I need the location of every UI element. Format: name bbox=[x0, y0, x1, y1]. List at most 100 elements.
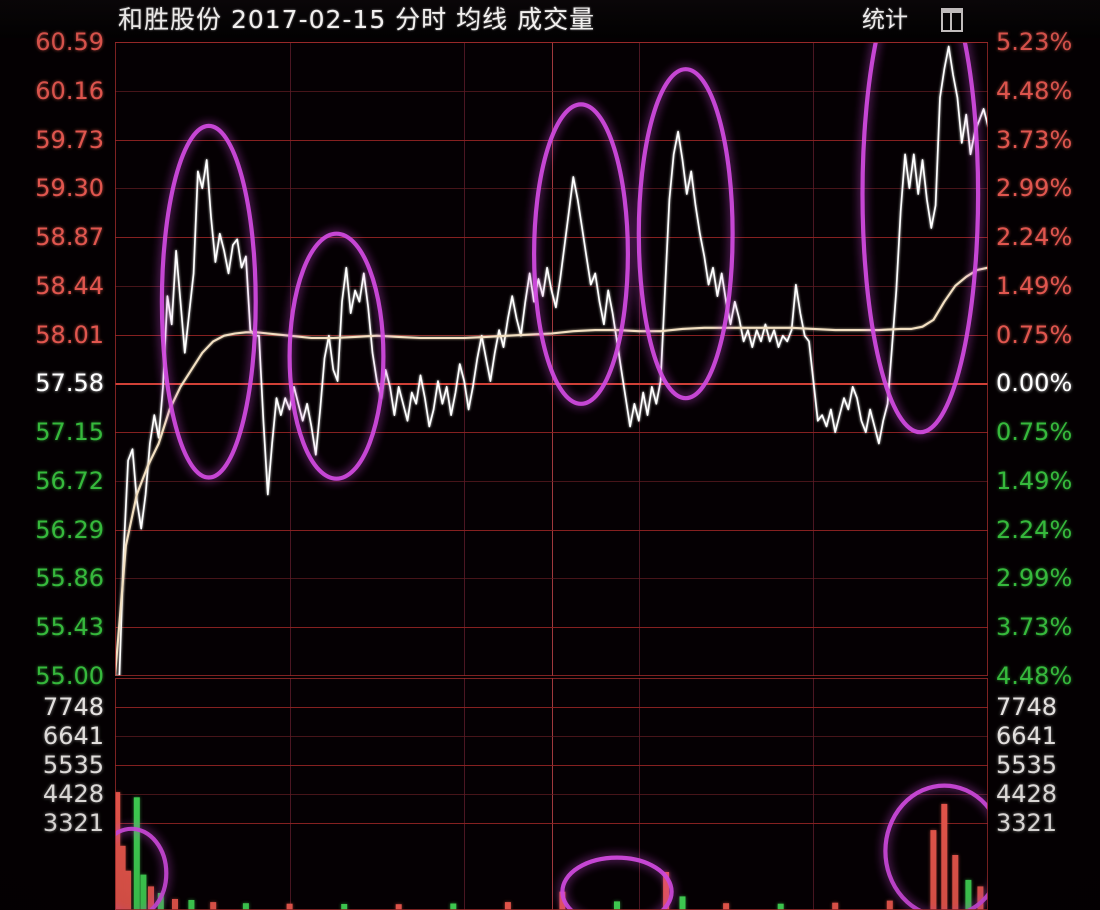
volume-bar-19 bbox=[679, 896, 686, 910]
percent-tick-4: 2.24% bbox=[996, 223, 1073, 252]
price-tick-1: 60.16 bbox=[35, 76, 104, 105]
price-gridline-9 bbox=[115, 481, 988, 482]
volume-bar-24 bbox=[930, 830, 937, 910]
volume-tick-right-0: 7748 bbox=[996, 693, 1058, 721]
volume-bar-0 bbox=[115, 792, 121, 910]
percent-tick-2: 3.73% bbox=[996, 125, 1073, 154]
price-tick-0: 60.59 bbox=[35, 28, 104, 56]
price-tick-2: 59.73 bbox=[35, 125, 104, 154]
price-gridline-3 bbox=[115, 188, 988, 189]
volume-bar-3 bbox=[133, 797, 140, 910]
price-tick-9: 56.72 bbox=[35, 466, 104, 495]
vol-highlight-3-ellipse bbox=[883, 783, 988, 910]
price-gridline-7 bbox=[115, 383, 988, 385]
volume-gridline-3 bbox=[115, 794, 988, 795]
title-bar: 和胜股份 2017-02-15 分时 均线 成交量 统计 bbox=[0, 0, 1100, 38]
volume-bar-8 bbox=[188, 900, 195, 910]
percent-tick-7: 0.00% bbox=[996, 369, 1073, 398]
highlight-5-ellipse bbox=[860, 42, 981, 435]
volume-plot bbox=[115, 783, 988, 910]
volume-bar-22 bbox=[832, 902, 839, 910]
price-vgridline-2 bbox=[552, 42, 553, 676]
price-tick-4: 58.87 bbox=[35, 223, 104, 252]
price-tick-8: 57.15 bbox=[35, 418, 104, 447]
price-gridline-12 bbox=[115, 627, 988, 628]
volume-bar-21 bbox=[777, 903, 784, 910]
price-tick-5: 58.44 bbox=[35, 271, 104, 300]
highlight-4-ellipse bbox=[636, 67, 735, 401]
percent-tick-6: 0.75% bbox=[996, 320, 1073, 349]
volume-gridline-1 bbox=[115, 736, 988, 737]
price-gridline-10 bbox=[115, 530, 988, 531]
volume-gridline-0 bbox=[115, 707, 988, 708]
volume-tick-right-3: 4428 bbox=[996, 779, 1058, 808]
price-vgridline-3 bbox=[639, 42, 640, 676]
price-tick-3: 59.30 bbox=[35, 174, 104, 203]
highlight-3-ellipse bbox=[532, 102, 631, 406]
volume-bar-17 bbox=[614, 901, 620, 910]
volume-bar-7 bbox=[172, 899, 178, 910]
volume-bar-12 bbox=[341, 904, 348, 910]
price-chart-pane[interactable] bbox=[115, 42, 988, 676]
percent-tick-3: 2.99% bbox=[996, 174, 1073, 203]
percent-tick-9: 1.49% bbox=[996, 466, 1073, 495]
volume-bar-10 bbox=[242, 903, 249, 910]
price-tick-11: 55.86 bbox=[35, 564, 104, 593]
volume-tick-left-1: 6641 bbox=[42, 722, 104, 750]
average-line bbox=[115, 266, 988, 676]
volume-tick-left-4: 3321 bbox=[42, 808, 104, 837]
volume-bar-14 bbox=[450, 903, 457, 910]
volume-tick-right-4: 3321 bbox=[996, 808, 1058, 837]
volume-gridline-4 bbox=[115, 823, 988, 824]
window-icon[interactable] bbox=[941, 8, 963, 32]
price-line bbox=[115, 45, 988, 676]
volume-bar-25 bbox=[941, 803, 948, 910]
price-gridline-8 bbox=[115, 432, 988, 433]
volume-bar-23 bbox=[886, 900, 893, 910]
price-tick-13: 55.00 bbox=[35, 662, 104, 690]
volume-bar-9 bbox=[210, 902, 217, 910]
volume-bar-20 bbox=[723, 903, 730, 910]
volume-tick-left-0: 7748 bbox=[42, 693, 104, 721]
volume-tick-left-2: 5535 bbox=[42, 750, 104, 779]
volume-bar-18 bbox=[663, 872, 670, 910]
percent-tick-10: 2.24% bbox=[996, 515, 1073, 544]
volume-bar-5 bbox=[148, 886, 154, 910]
vol-highlight-2-ellipse bbox=[560, 855, 674, 910]
percent-tick-13: 4.48% bbox=[996, 662, 1073, 690]
volume-bar-28 bbox=[977, 886, 984, 910]
highlight-2-ellipse bbox=[287, 231, 386, 481]
percent-tick-11: 2.99% bbox=[996, 564, 1073, 593]
price-tick-12: 55.43 bbox=[35, 613, 104, 642]
volume-bar-2 bbox=[125, 870, 132, 910]
price-gridline-4 bbox=[115, 237, 988, 238]
price-gridline-11 bbox=[115, 578, 988, 579]
volume-bar-27 bbox=[965, 879, 972, 910]
volume-bar-1 bbox=[119, 845, 126, 910]
volume-gridline-2 bbox=[115, 765, 988, 766]
volume-chart-pane[interactable] bbox=[115, 678, 988, 910]
volume-bar-4 bbox=[140, 874, 147, 910]
price-gridline-1 bbox=[115, 91, 988, 92]
price-tick-10: 56.29 bbox=[35, 515, 104, 544]
highlight-1-ellipse bbox=[159, 123, 258, 480]
percent-tick-8: 0.75% bbox=[996, 418, 1073, 447]
percent-tick-5: 1.49% bbox=[996, 271, 1073, 300]
vol-highlight-1-ellipse bbox=[115, 826, 169, 910]
price-gridline-6 bbox=[115, 335, 988, 336]
price-plot bbox=[115, 42, 988, 676]
percent-tick-1: 4.48% bbox=[996, 76, 1073, 105]
price-tick-6: 58.01 bbox=[35, 320, 104, 349]
volume-tick-left-3: 4428 bbox=[42, 779, 104, 808]
volume-bar-15 bbox=[504, 902, 511, 910]
volume-bar-13 bbox=[395, 904, 402, 910]
page-title: 和胜股份 2017-02-15 分时 均线 成交量 bbox=[118, 5, 596, 34]
price-vgridline-1 bbox=[464, 42, 465, 676]
volume-bar-11 bbox=[286, 903, 293, 910]
price-vgridline-4 bbox=[813, 42, 814, 676]
percent-tick-0: 5.23% bbox=[996, 28, 1073, 56]
statistics-button[interactable]: 统计 bbox=[862, 7, 908, 33]
volume-tick-right-2: 5535 bbox=[996, 750, 1058, 779]
volume-bar-26 bbox=[952, 855, 959, 910]
